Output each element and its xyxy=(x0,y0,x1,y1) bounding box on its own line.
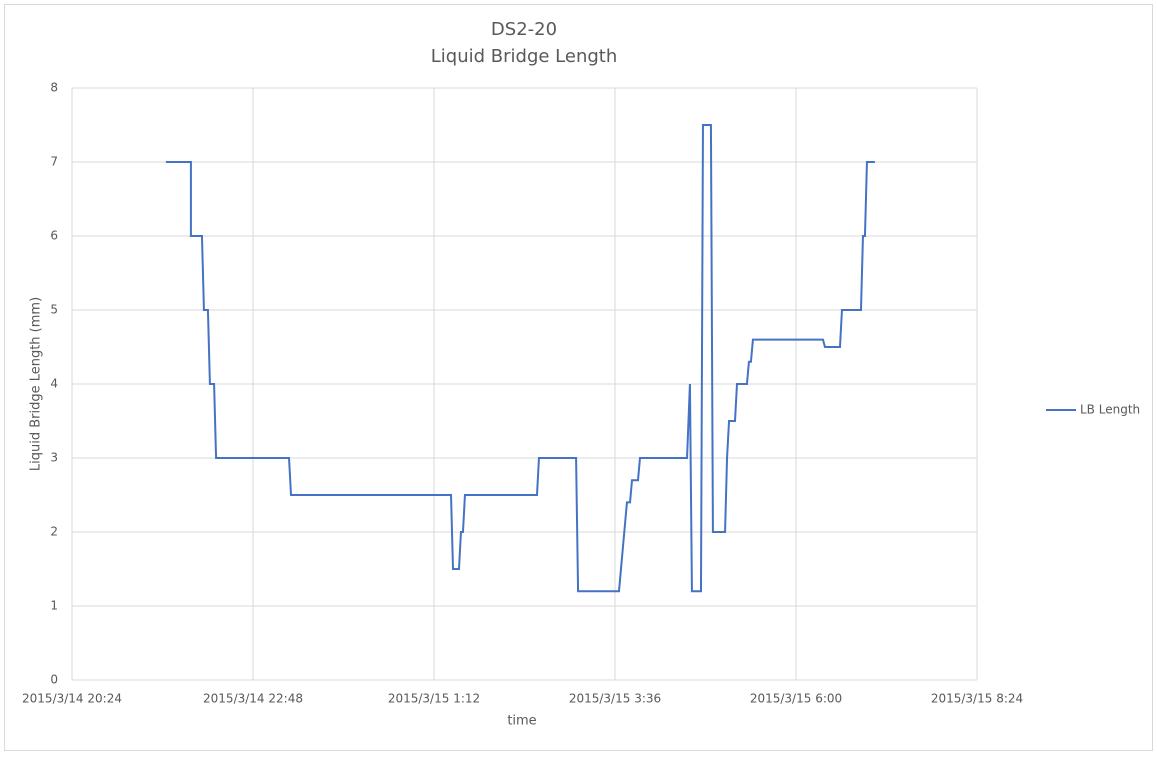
y-axis-label: Liquid Bridge Length (mm) xyxy=(29,297,44,471)
chart-border xyxy=(4,4,1153,751)
legend-label: LB Length xyxy=(1080,403,1140,417)
x-tick-label: 2015/3/15 3:36 xyxy=(569,692,661,706)
chart-title: DS2-20 xyxy=(491,19,557,40)
y-tick-label: 3 xyxy=(50,451,58,465)
x-axis-label: time xyxy=(507,714,536,729)
x-tick-label: 2015/3/15 8:24 xyxy=(931,692,1023,706)
y-tick-label: 0 xyxy=(50,673,58,687)
y-tick-label: 4 xyxy=(50,377,58,391)
x-tick-label: 2015/3/14 22:48 xyxy=(203,692,303,706)
y-tick-label: 7 xyxy=(50,155,58,169)
y-tick-label: 8 xyxy=(50,81,58,95)
x-tick-label: 2015/3/15 1:12 xyxy=(388,692,480,706)
y-tick-label: 2 xyxy=(50,525,58,539)
y-tick-label: 5 xyxy=(50,303,58,317)
data-line xyxy=(165,124,875,593)
y-tick-label: 6 xyxy=(50,229,58,243)
chart-subtitle: Liquid Bridge Length xyxy=(431,46,618,67)
y-tick-label: 1 xyxy=(50,599,58,613)
x-tick-label: 2015/3/15 6:00 xyxy=(750,692,842,706)
x-tick-label: 2015/3/14 20:24 xyxy=(22,692,122,706)
